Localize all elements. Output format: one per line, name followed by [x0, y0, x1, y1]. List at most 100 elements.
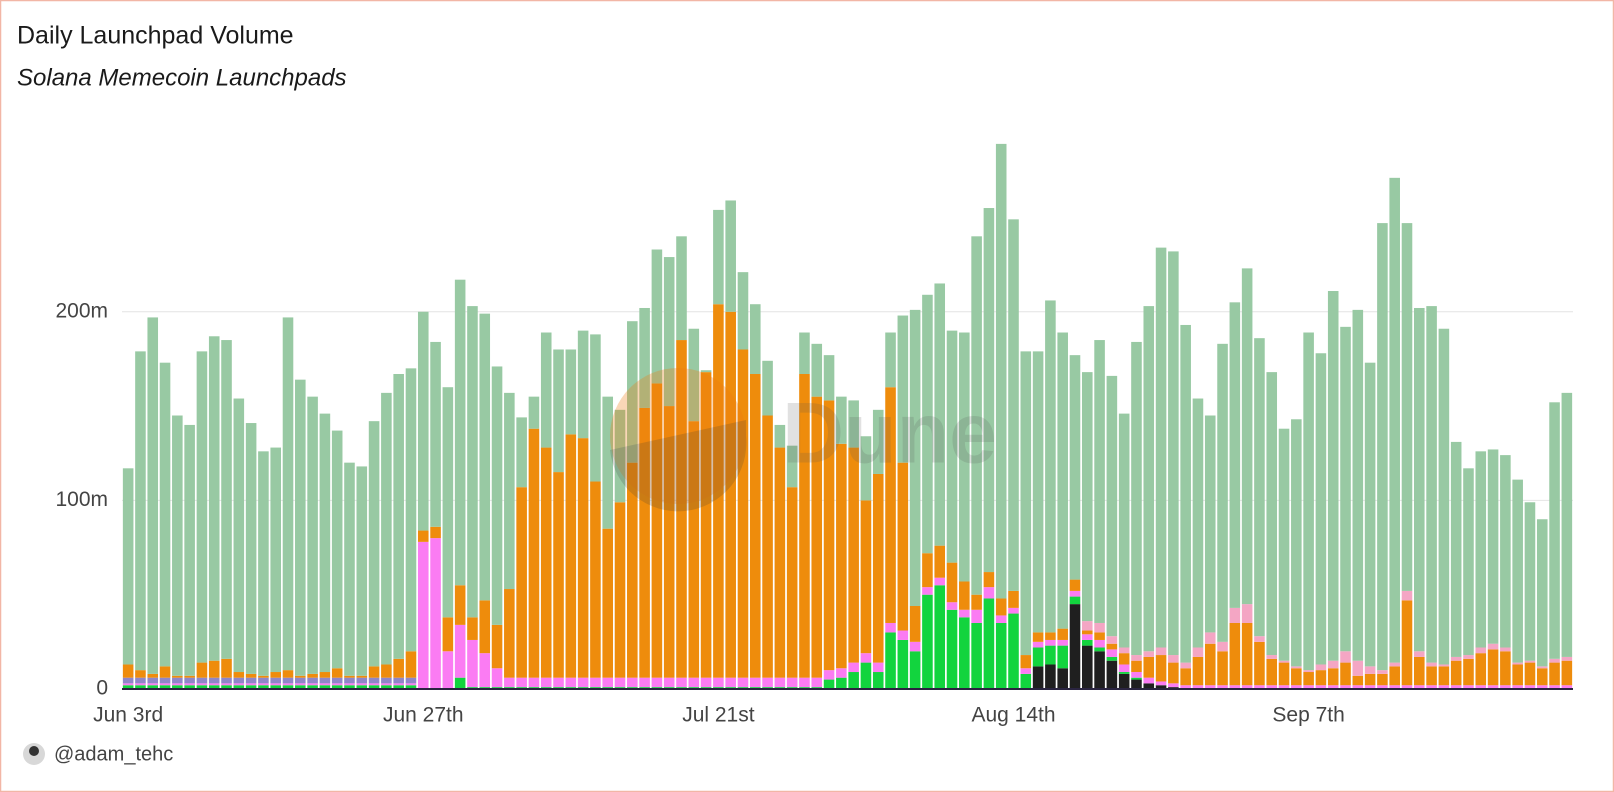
bar-segment — [725, 677, 736, 688]
bar-segment — [614, 502, 626, 678]
bar-segment — [135, 685, 146, 689]
bar-segment — [1008, 613, 1019, 689]
bar-segment — [959, 617, 970, 689]
bar-segment — [713, 677, 724, 688]
bar-segment — [1438, 685, 1450, 689]
bar-segment — [147, 683, 159, 686]
bar-segment — [1500, 685, 1511, 689]
bar-segment — [540, 677, 552, 688]
y-tick-label: 200m — [55, 299, 108, 322]
bar-segment — [1106, 636, 1118, 644]
bar-segment — [1008, 607, 1019, 614]
bar-segment — [307, 396, 318, 674]
bar-segment — [897, 639, 909, 689]
bar-segment — [417, 311, 429, 531]
bar-segment — [1291, 419, 1302, 667]
bar-segment — [295, 675, 306, 678]
bar-segment — [405, 651, 417, 678]
bar-segment — [245, 683, 257, 686]
bar-segment — [1500, 647, 1511, 652]
bar-segment — [1180, 662, 1191, 669]
bar-segment — [196, 662, 208, 678]
bar-segment — [1106, 656, 1118, 661]
bar-segment — [1377, 685, 1388, 689]
bar-segment — [749, 374, 761, 678]
bar-segment — [1192, 398, 1204, 648]
bar-segment — [1180, 685, 1191, 689]
bar-segment — [1561, 656, 1573, 661]
bar-segment — [1020, 655, 1032, 669]
bar-segment — [1463, 655, 1474, 659]
bar-segment — [762, 677, 773, 688]
bar-segment — [1549, 685, 1560, 689]
bar-segment — [430, 341, 441, 527]
bar-segment — [749, 677, 761, 688]
bar-segment — [774, 447, 786, 678]
bar-segment — [319, 683, 331, 686]
bar-segment — [1450, 660, 1462, 686]
bar-segment — [1389, 662, 1400, 667]
bar-segment — [1131, 660, 1142, 673]
bar-segment — [196, 683, 208, 686]
bar-segment — [749, 304, 761, 375]
bar-segment — [639, 307, 650, 408]
bar-segment — [836, 668, 847, 678]
bar-segment — [491, 668, 503, 688]
bar-segment — [1487, 449, 1499, 644]
bar-segment — [1217, 641, 1228, 652]
bar-segment — [786, 677, 798, 688]
y-tick-label: 100m — [55, 488, 108, 511]
author: @adam_tehc — [54, 743, 173, 765]
bar-segment — [258, 677, 269, 684]
bar-segment — [282, 670, 294, 678]
bar-segment — [725, 311, 736, 678]
bar-segment — [627, 462, 638, 678]
chart-title: Daily Launchpad Volume — [17, 22, 294, 50]
bar-segment — [1241, 268, 1253, 605]
bar-segment — [909, 309, 921, 607]
bar-segment — [528, 428, 540, 678]
bar-segment — [1340, 326, 1351, 652]
bar-segment — [1278, 662, 1290, 686]
bar-segment — [258, 685, 269, 689]
bar-segment — [614, 409, 626, 503]
bar-segment — [1327, 685, 1339, 689]
bar-segment — [700, 370, 712, 373]
bar-segment — [639, 407, 650, 678]
bar-segment — [627, 677, 638, 688]
bar-segment — [454, 279, 466, 586]
bar-segment — [417, 541, 429, 689]
bar-segment — [1241, 622, 1253, 686]
bar-segment — [356, 683, 368, 686]
bar-segment — [504, 677, 515, 688]
bar-segment — [233, 683, 245, 686]
bar-segment — [1032, 641, 1044, 648]
bar-segment — [1327, 291, 1339, 661]
bar-segment — [184, 424, 195, 676]
bar-segment — [639, 677, 650, 688]
bar-segment — [159, 683, 171, 686]
bar-segment — [1414, 685, 1425, 689]
bar-segment — [208, 336, 220, 661]
bar-segment — [1069, 579, 1081, 591]
bar-segment — [172, 415, 183, 676]
bar-segment — [319, 685, 331, 689]
bar-segment — [331, 683, 343, 686]
bar-segment — [270, 683, 281, 686]
bar-segment — [1180, 324, 1191, 663]
bar-segment — [885, 632, 896, 689]
bar-segment — [971, 236, 982, 595]
bar-segment — [971, 594, 982, 610]
bar-segment — [405, 683, 417, 686]
bar-segment — [860, 436, 872, 501]
bar-segment — [1561, 660, 1573, 686]
bar-segment — [184, 675, 195, 678]
bar-segment — [331, 430, 343, 669]
bar-segment — [356, 677, 368, 684]
bar-segment — [995, 615, 1007, 623]
bar-segment — [1291, 668, 1302, 686]
bar-segment — [590, 677, 601, 688]
bar-segment — [946, 609, 958, 689]
bar-segment — [135, 670, 146, 678]
bar-segment — [1032, 632, 1044, 642]
